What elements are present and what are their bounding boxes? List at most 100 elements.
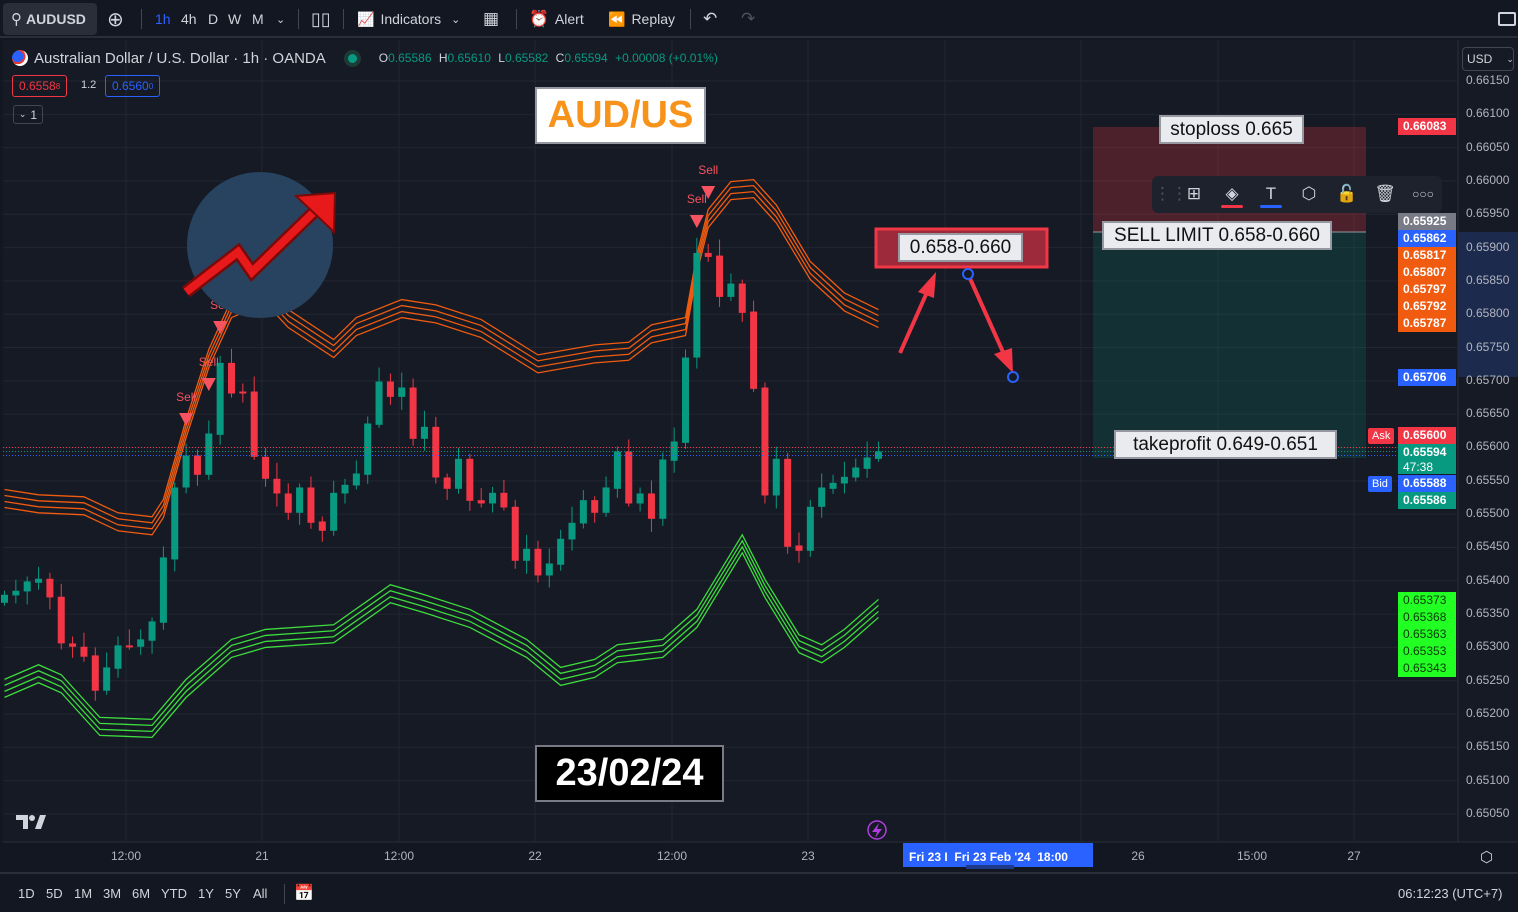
candle[interactable] [352, 460, 360, 490]
candle[interactable] [738, 279, 746, 322]
arrow-down-icon[interactable] [962, 268, 1019, 383]
candle[interactable] [647, 480, 655, 532]
arrow-up-icon[interactable] [898, 272, 936, 354]
candle[interactable] [489, 486, 497, 513]
range-all[interactable]: All [253, 886, 268, 901]
candle[interactable] [57, 583, 65, 650]
go-to-date-button[interactable]: 📅 [294, 883, 314, 903]
range-1y[interactable]: 1Y [198, 886, 214, 901]
candle[interactable] [568, 506, 576, 551]
candle[interactable] [125, 629, 133, 650]
candle[interactable] [579, 490, 587, 529]
candle[interactable] [784, 452, 792, 554]
candle[interactable] [829, 474, 837, 494]
candle[interactable] [420, 410, 428, 451]
candle[interactable] [432, 416, 440, 484]
candle[interactable] [296, 483, 304, 525]
candle[interactable] [193, 449, 201, 486]
candle[interactable] [91, 647, 99, 701]
candle[interactable] [1, 590, 8, 606]
lock-open-icon[interactable]: 🔓 [1336, 184, 1358, 203]
trash-icon[interactable]: 🗑 [1374, 184, 1396, 203]
candle[interactable] [727, 273, 735, 301]
candle[interactable] [602, 476, 610, 517]
candle[interactable] [477, 488, 485, 508]
pair-title-annotation[interactable]: AUD/US [535, 87, 706, 144]
paint-bucket-icon[interactable]: ◈ [1220, 182, 1244, 208]
candle[interactable] [80, 632, 88, 662]
text-color-icon[interactable]: T [1259, 182, 1283, 208]
interval-1h[interactable]: 1h [155, 11, 171, 27]
candle[interactable] [750, 300, 758, 392]
candle[interactable] [307, 476, 315, 529]
interval-w[interactable]: W [228, 11, 242, 27]
candle[interactable] [341, 478, 349, 504]
candle[interactable] [613, 446, 621, 498]
range-5y[interactable]: 5Y [225, 886, 241, 901]
candle[interactable] [557, 529, 565, 571]
candle[interactable] [318, 516, 326, 542]
candle[interactable] [511, 499, 519, 569]
candle[interactable] [262, 447, 270, 487]
candle[interactable] [46, 572, 54, 610]
candle[interactable] [205, 420, 213, 480]
range-6m[interactable]: 6M [132, 886, 151, 901]
entry-zone-label[interactable]: 0.658-0.660 [898, 233, 1023, 262]
candle[interactable] [795, 532, 803, 563]
candle[interactable] [159, 546, 167, 630]
candle[interactable] [659, 452, 667, 526]
fullscreen-button[interactable] [1498, 0, 1516, 38]
chart-type-button[interactable]: ▯▯ [311, 0, 331, 38]
candle[interactable] [455, 447, 462, 494]
range-ytd[interactable]: YTD [161, 886, 187, 901]
symbol-title[interactable]: Australian Dollar / U.S. Dollar · 1h · O… [34, 49, 326, 67]
interval-dropdown[interactable]: ⌄ [276, 0, 285, 38]
candle[interactable] [284, 483, 292, 520]
candle[interactable] [148, 617, 156, 654]
candle[interactable] [852, 458, 860, 482]
interval-4h[interactable]: 4h [181, 11, 197, 27]
candle[interactable] [772, 446, 780, 509]
candle[interactable] [806, 499, 814, 557]
candle[interactable] [273, 462, 281, 507]
candle[interactable] [466, 453, 474, 511]
candle[interactable] [591, 496, 599, 523]
candle[interactable] [500, 479, 508, 511]
candle[interactable] [840, 461, 848, 494]
candle[interactable] [330, 480, 338, 536]
candle[interactable] [874, 441, 882, 462]
candle[interactable] [103, 652, 111, 695]
axis-settings-icon[interactable]: ⬡ [1480, 849, 1494, 866]
candle[interactable] [409, 378, 417, 446]
stoploss-label[interactable]: stoploss 0.665 [1159, 115, 1304, 144]
object-tree-icon[interactable]: ⊞ [1186, 184, 1202, 203]
candle[interactable] [704, 243, 712, 262]
compare-symbol-button[interactable]: ⊕ [107, 0, 124, 38]
candle[interactable] [364, 416, 372, 484]
symbol-search-button[interactable]: ⚲ AUDUSD [3, 3, 97, 35]
more-icon[interactable]: ○○○ [1412, 187, 1434, 201]
alert-button[interactable]: ⏰ Alert [529, 0, 584, 38]
candle[interactable] [386, 373, 394, 405]
candle[interactable] [534, 540, 542, 583]
sell-button[interactable]: 0.6558 8 [12, 75, 68, 97]
candle[interactable] [69, 636, 77, 658]
tradingview-logo[interactable] [16, 815, 46, 829]
lightning-icon[interactable] [867, 820, 887, 840]
indicators-button[interactable]: 📈 Indicators ⌄ [357, 0, 460, 38]
candle[interactable] [716, 239, 724, 307]
candle[interactable] [625, 439, 633, 507]
candle[interactable] [228, 348, 235, 398]
settings-icon[interactable]: ⬡ [1301, 184, 1317, 203]
candle[interactable] [670, 427, 678, 473]
price-axis[interactable] [1458, 40, 1518, 842]
layouts-button[interactable]: ▦ [483, 0, 499, 38]
replay-button[interactable]: ⏪ Replay [608, 0, 675, 38]
indicators-collapse-button[interactable]: ⌄ 1 [13, 105, 43, 124]
arrow-handle[interactable] [1007, 371, 1019, 383]
candle[interactable] [636, 487, 644, 512]
candle[interactable] [693, 237, 701, 369]
date-annotation[interactable]: 23/02/24 [535, 745, 724, 802]
takeprofit-label[interactable]: takeprofit 0.649-0.651 [1114, 430, 1337, 459]
currency-selector[interactable]: USD ⌄ [1462, 47, 1514, 71]
